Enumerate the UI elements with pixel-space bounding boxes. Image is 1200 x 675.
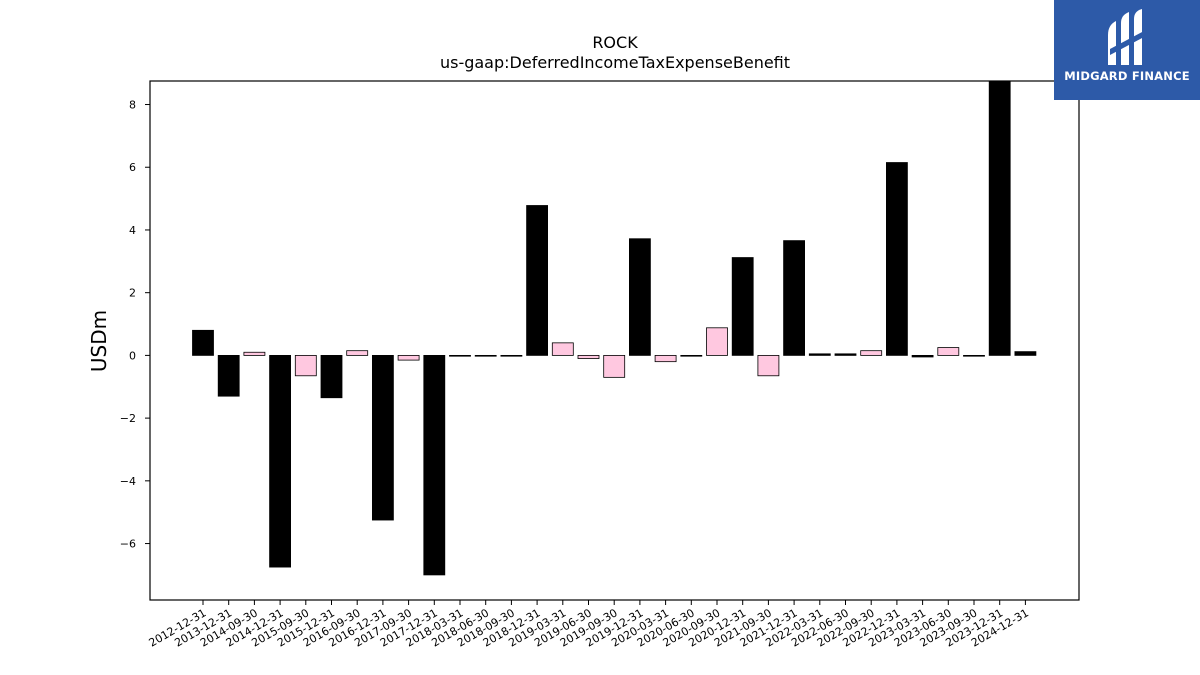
bar-2021-09-30: [757, 354, 780, 377]
bar-2024-12-31: [1014, 351, 1037, 356]
plot-frame: [149, 80, 1080, 601]
y-axis-label: USDm: [87, 310, 111, 372]
bar-2022-12-31: [886, 162, 908, 356]
chart-title: ROCK: [592, 33, 638, 52]
bar-2015-09-30: [294, 354, 317, 377]
bar-2016-09-30: [346, 350, 369, 356]
midgard-m-icon: [1108, 9, 1144, 65]
y-tick-label: 2: [129, 287, 136, 300]
bar-2020-12-31: [731, 257, 754, 356]
bar-2021-12-31: [783, 240, 805, 356]
bar-2019-06-30: [577, 354, 600, 359]
bar-2018-09-30: [500, 354, 523, 357]
bar-2012-12-31: [192, 329, 214, 356]
bar-2022-06-30: [834, 353, 857, 356]
y-tick-label: −4: [120, 475, 136, 488]
bar-2018-12-31: [526, 205, 548, 356]
y-tick-label: 0: [129, 349, 136, 362]
bar-2017-09-30: [397, 354, 420, 361]
bar-2018-03-31: [449, 354, 471, 357]
chart-subtitle: us-gaap:DeferredIncomeTaxExpenseBenefit: [440, 53, 790, 72]
y-tick-label: −2: [120, 412, 136, 425]
midgard-finance-logo: MIDGARD FINANCE: [1054, 0, 1200, 100]
bar-2022-03-31: [808, 353, 831, 356]
bar-2020-06-30: [680, 354, 703, 357]
y-tick-label: −6: [120, 538, 136, 551]
bar-2023-03-31: [911, 354, 934, 358]
bar-2019-03-31: [551, 342, 574, 356]
bar-2023-06-30: [937, 347, 960, 356]
bar-2022-09-30: [860, 350, 883, 356]
bar-2020-03-31: [654, 354, 677, 363]
y-tick-label: 6: [129, 161, 136, 174]
bar-2023-09-30: [963, 354, 985, 357]
bar-2014-12-31: [269, 354, 292, 568]
bar-2018-06-30: [474, 354, 497, 357]
y-tick-label: 8: [129, 99, 136, 112]
bar-2014-09-30: [243, 351, 266, 356]
bar-2017-12-31: [423, 354, 446, 576]
bar-2023-12-31: [988, 80, 1011, 356]
bar-2019-09-30: [603, 354, 626, 378]
bar-2013-12-31: [217, 354, 240, 397]
logo-text: MIDGARD FINANCE: [1064, 69, 1190, 83]
bar-2019-12-31: [629, 238, 651, 356]
y-tick-label: 4: [129, 224, 136, 237]
bar-2016-12-31: [371, 354, 394, 521]
bar-2020-09-30: [706, 327, 728, 356]
bar-2015-12-31: [320, 354, 343, 399]
